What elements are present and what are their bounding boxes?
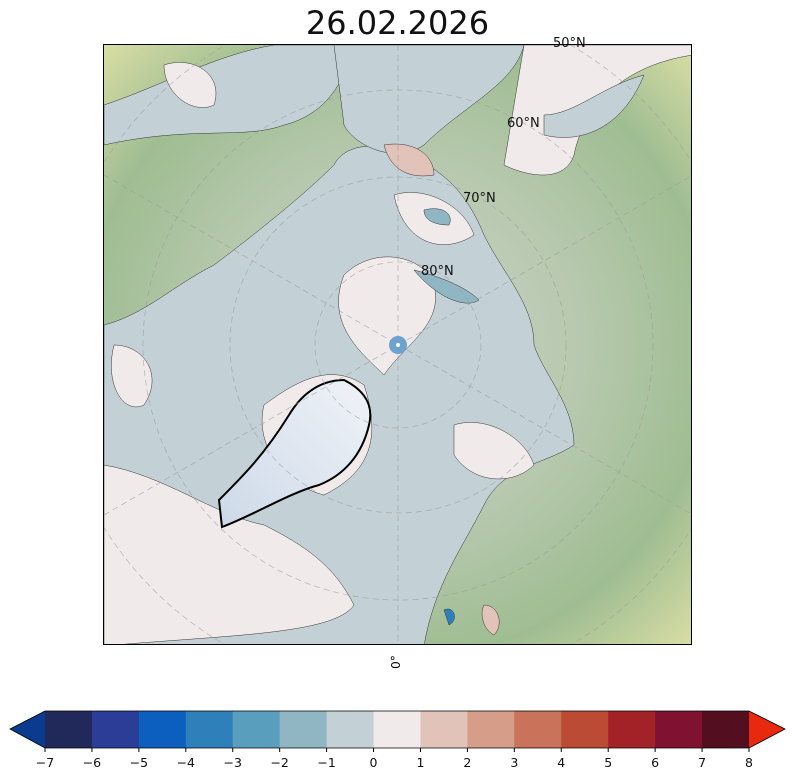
colorbar-bin: [185, 711, 234, 748]
greenland-ice-sheet: [217, 378, 372, 529]
lat-label-60: 60°N: [507, 116, 540, 131]
colorbar-bin: [279, 711, 328, 748]
colorbar-bin: [91, 711, 140, 748]
colorbar-tick-label: 5: [604, 755, 612, 770]
colorbar-tick-label: 3: [510, 755, 518, 770]
colorbar-tick-label: 2: [463, 755, 471, 770]
colorbar-over-extension: [749, 711, 785, 748]
colorbar-tick-label: −2: [270, 755, 288, 770]
colorbar-bin: [467, 711, 515, 748]
colorbar-bin: [326, 711, 375, 748]
colorbar-tick-label: 6: [651, 755, 659, 770]
lat-label-70: 70°N: [463, 191, 496, 206]
colorbar-tick-label: −7: [36, 755, 54, 770]
colorbar: −7 −6 −5 −4 −3 −2 −1 0 1 2 3 4 5 6 7 8: [9, 710, 786, 770]
colorbar-bin: [702, 711, 750, 748]
colorbar-tick-label: −3: [224, 755, 242, 770]
colorbar-bin: [608, 711, 656, 748]
colorbar-under-extension: [10, 711, 45, 748]
colorbar-tick-label: 0: [370, 755, 378, 770]
colorbar-tick-label: −4: [177, 755, 195, 770]
colorbar-tick-label: 7: [698, 755, 706, 770]
lat-label-50: 50°N: [553, 36, 586, 51]
lat-label-80: 80°N: [421, 264, 454, 279]
colorbar-bin: [514, 711, 562, 748]
colorbar-bin: [232, 711, 281, 748]
map-canvas: [104, 45, 691, 644]
colorbar-bin: [655, 711, 703, 748]
colorbar-bin: [138, 711, 187, 748]
colorbar-bin: [420, 711, 468, 748]
colorbar-tick-label: 4: [557, 755, 565, 770]
colorbar-tick-label: 8: [745, 755, 753, 770]
colorbar-bin: [373, 711, 421, 748]
polar-map: [103, 44, 692, 645]
colorbar-bin: [45, 711, 93, 748]
colorbar-tick-label: −6: [83, 755, 101, 770]
colorbar-bin: [561, 711, 609, 748]
map-title: 26.02.2026: [305, 4, 490, 42]
colorbar-tick-label: −5: [130, 755, 148, 770]
colorbar-tick-label: −1: [317, 755, 335, 770]
colorbar-tick-label: 1: [416, 755, 424, 770]
lon-label-0: 0°: [388, 655, 403, 669]
